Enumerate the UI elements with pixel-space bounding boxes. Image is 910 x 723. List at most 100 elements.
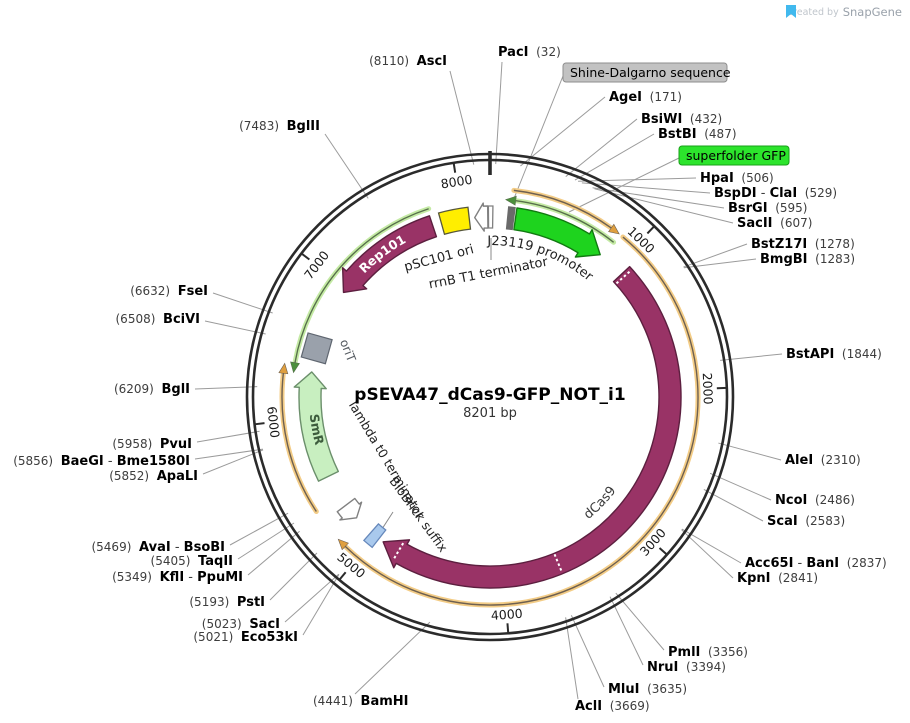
site-label-pmli[interactable]: PmlI (3356) xyxy=(668,645,748,660)
plasmid-title: pSEVA47_dCas9-GFP_NOT_i1 xyxy=(354,385,625,405)
tick-label-4000: 4000 xyxy=(490,606,523,623)
site-label-bamhi[interactable]: (4441) BamHI xyxy=(313,694,408,709)
site-leader-bsiwi xyxy=(565,118,638,178)
callout-box-superfolder-gfp[interactable] xyxy=(678,145,790,166)
site-label-hpai[interactable]: HpaI (506) xyxy=(700,171,774,186)
feature-dcas9-dash-mid xyxy=(553,553,564,574)
plasmid-size-label: 8201 bp xyxy=(463,406,517,421)
site-leader-asci xyxy=(449,70,475,165)
site-label-bsiwi[interactable]: BsiWI (432) xyxy=(641,112,722,127)
reverse-arc-top-head xyxy=(505,195,517,206)
site-label-baegi-bme1580i[interactable]: (5856) BaeGI - Bme1580I xyxy=(13,454,190,469)
site-label-mlui[interactable]: MluI (3635) xyxy=(608,682,687,697)
site-label-bgli[interactable]: (6209) BglI xyxy=(114,382,190,397)
site-label-agei[interactable]: AgeI (171) xyxy=(609,90,682,105)
tick-4000 xyxy=(506,623,510,634)
reverse-arc-top-core xyxy=(515,199,615,243)
callout-text-superfolder-gfp: superfolder GFP xyxy=(686,148,786,163)
site-label-bspdi-clai[interactable]: BspDI - ClaI (529) xyxy=(714,186,837,201)
site-label-kfli-ppumi[interactable]: (5349) KflI - PpuMI xyxy=(112,570,243,585)
feature-rrnb-t1-terminator[interactable] xyxy=(474,202,489,232)
callout-leader-superfolder-gfp xyxy=(568,157,680,213)
transcript-arc-gfp-head xyxy=(608,223,620,235)
tick-7000 xyxy=(300,252,310,261)
site-label-apali[interactable]: (5852) ApaLI xyxy=(109,469,198,484)
callout-text-shine-dalgarno-sequence: Shine-Dalgarno sequence xyxy=(570,65,731,80)
site-label-sacii[interactable]: SacII (607) xyxy=(737,216,812,231)
feature-smr[interactable] xyxy=(293,371,339,482)
site-leader-bsrgi xyxy=(592,187,725,209)
feature-psc101-ori[interactable] xyxy=(437,206,472,236)
tick-6000 xyxy=(254,422,265,426)
feature-shine-dalgarno-sequence[interactable] xyxy=(505,206,516,231)
feature-dcas9-dash-start xyxy=(615,269,633,285)
feature-j23119-promoter[interactable] xyxy=(487,205,494,229)
site-leader-hpai xyxy=(578,177,697,182)
tick-8000 xyxy=(452,162,457,173)
reverse-arc-rep101-core xyxy=(294,208,429,363)
site-label-ncoi[interactable]: NcoI (2486) xyxy=(775,493,855,508)
site-label-acli[interactable]: AclI (3669) xyxy=(575,699,650,714)
site-label-nrui[interactable]: NruI (3394) xyxy=(647,660,726,675)
site-label-pvui[interactable]: (5958) PvuI xyxy=(112,437,192,452)
site-label-acc65i-bani[interactable]: Acc65I - BanI (2837) xyxy=(745,556,887,571)
transcript-arc-smr-head xyxy=(278,362,289,375)
site-leader-saci xyxy=(284,573,340,623)
transcript-arc-smr-core xyxy=(281,373,317,512)
site-leader-mlui xyxy=(570,615,605,688)
site-leader-bspdi-clai xyxy=(581,182,711,194)
site-label-saci[interactable]: (5023) SacI xyxy=(202,617,280,632)
feature-label-orit[interactable]: oriT xyxy=(337,337,359,364)
watermark-created-by-label: Created by xyxy=(786,6,839,18)
feature-orit[interactable] xyxy=(300,332,333,365)
feature-dcas9[interactable] xyxy=(382,265,682,589)
site-label-bsrgi[interactable]: BsrGI (595) xyxy=(728,201,807,216)
tick-label-8000: 8000 xyxy=(440,172,474,192)
site-label-taqii[interactable]: (5405) TaqII xyxy=(151,554,233,569)
site-leader-bamhi xyxy=(354,621,431,695)
site-label-avai-bsobi[interactable]: (5469) AvaI - BsoBI xyxy=(91,540,225,555)
site-label-alei[interactable]: AleI (2310) xyxy=(785,453,861,468)
site-leader-agei xyxy=(520,96,606,167)
transcript-arc-gfp-core xyxy=(513,189,612,229)
site-label-bstz17i[interactable]: BstZ17I (1278) xyxy=(751,237,855,252)
site-label-bstbi[interactable]: BstBI (487) xyxy=(658,127,737,142)
site-label-psti[interactable]: (5193) PstI xyxy=(189,595,265,610)
site-label-kpni[interactable]: KpnI (2841) xyxy=(737,571,818,586)
site-leader-baegi-bme1580i xyxy=(194,448,263,460)
site-leader-bglii xyxy=(324,133,369,199)
transcript-arc-dcas9-core xyxy=(344,236,699,606)
feature-lambda-t0-terminator[interactable] xyxy=(336,497,363,521)
site-label-bstapi[interactable]: BstAPI (1844) xyxy=(786,347,882,362)
site-label-paci[interactable]: PacI (32) xyxy=(498,45,561,60)
tick-label-7000: 7000 xyxy=(301,248,332,282)
site-leader-kpni xyxy=(681,529,734,579)
feature-label-smr[interactable]: SmR xyxy=(307,413,328,447)
reverse-arc-rep101-head xyxy=(290,361,300,374)
site-label-bmgbi[interactable]: BmgBI (1283) xyxy=(760,252,855,267)
site-label-fsei[interactable]: (6632) FseI xyxy=(130,284,208,299)
site-label-scai[interactable]: ScaI (2583) xyxy=(767,514,845,529)
feature-dcas9-dash-end xyxy=(392,542,405,561)
tick-3000 xyxy=(658,547,668,556)
tick-1000 xyxy=(646,225,656,235)
feature-superfolder-gfp[interactable] xyxy=(513,207,601,258)
site-leader-sacii xyxy=(594,188,734,224)
site-leader-eco53ki xyxy=(302,574,340,636)
tick-label-2000: 2000 xyxy=(700,372,716,404)
tick-5000 xyxy=(338,571,347,581)
snapgene-logo-icon xyxy=(786,5,797,18)
feature-biobrick-suffix[interactable] xyxy=(362,522,387,549)
watermark-brand-label: SnapGene xyxy=(842,5,902,19)
site-leader-bstbi xyxy=(574,133,655,181)
site-leader-acc65i-bani xyxy=(681,528,742,564)
site-label-bcivi[interactable]: (6508) BciVI xyxy=(116,312,201,327)
site-label-eco53ki[interactable]: (5021) Eco53kI xyxy=(193,630,298,645)
site-leader-pmli xyxy=(615,592,665,651)
callout-box-shine-dalgarno-sequence[interactable] xyxy=(562,62,728,83)
feature-rep101[interactable] xyxy=(341,215,438,294)
site-label-asci[interactable]: (8110) AscI xyxy=(369,54,447,69)
site-label-bglii[interactable]: (7483) BglII xyxy=(239,119,320,134)
